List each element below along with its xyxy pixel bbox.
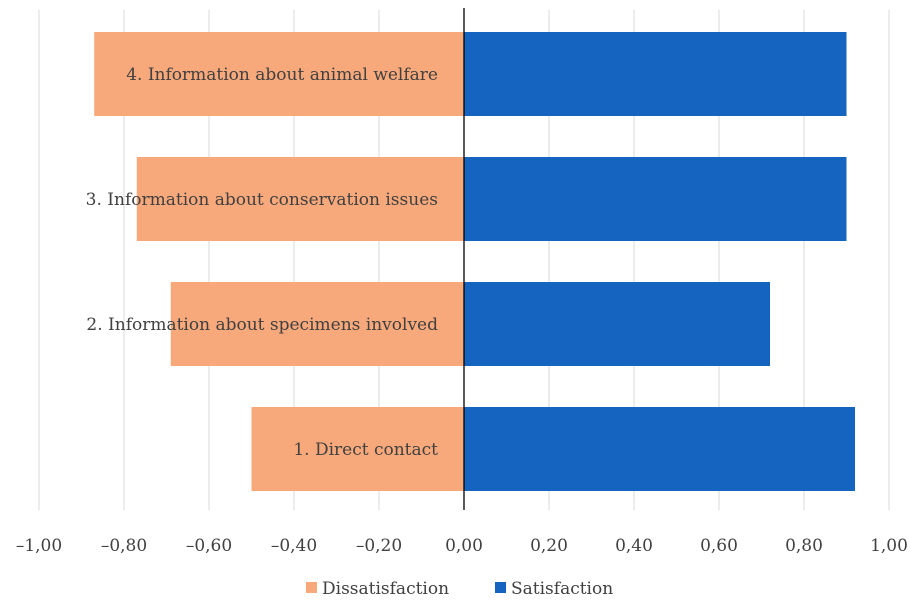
legend-label: Satisfaction	[511, 579, 613, 599]
tick-labels: –1,00 –0,80 –0,60 –0,40 –0,20 0,00 0,20 0,40 0,6…	[16, 536, 908, 556]
legend-swatch-satisfaction	[495, 582, 506, 593]
x-tick-label: –1,00	[16, 536, 62, 556]
satisfaction-bar	[464, 157, 847, 241]
dissatisfaction-bar	[170, 282, 464, 366]
x-tick-label: 0,40	[615, 536, 653, 556]
satisfaction-bar	[464, 32, 847, 116]
category-label: 4. Information about animal welfare	[126, 65, 438, 85]
x-tick-label: 0,60	[700, 536, 738, 556]
x-tick-label: –0,80	[101, 536, 147, 556]
x-tick-label: 0,80	[785, 536, 823, 556]
dissatisfaction-bar	[136, 157, 464, 241]
x-tick-label: 0,00	[445, 536, 483, 556]
x-tick-label: 0,20	[530, 536, 568, 556]
satisfaction-bar	[464, 407, 855, 491]
category-labels: 1. Direct contact 2. Information about sp…	[86, 65, 438, 460]
category-label: 1. Direct contact	[293, 440, 438, 460]
x-tick-label: 1,00	[870, 536, 908, 556]
legend-swatch-dissatisfaction	[306, 582, 317, 593]
legend: Dissatisfaction Satisfaction	[306, 579, 613, 599]
category-label: 2. Information about specimens involved	[86, 315, 438, 335]
x-tick-label: –0,60	[186, 536, 232, 556]
category-label: 3. Information about conservation issues	[86, 190, 438, 210]
legend-label: Dissatisfaction	[322, 579, 449, 599]
satisfaction-bar	[464, 282, 770, 366]
dissatisfaction-bar	[251, 407, 464, 491]
bars	[94, 32, 855, 491]
x-tick-label: –0,20	[356, 536, 402, 556]
dissatisfaction-bar	[94, 32, 464, 116]
x-tick-label: –0,40	[271, 536, 317, 556]
